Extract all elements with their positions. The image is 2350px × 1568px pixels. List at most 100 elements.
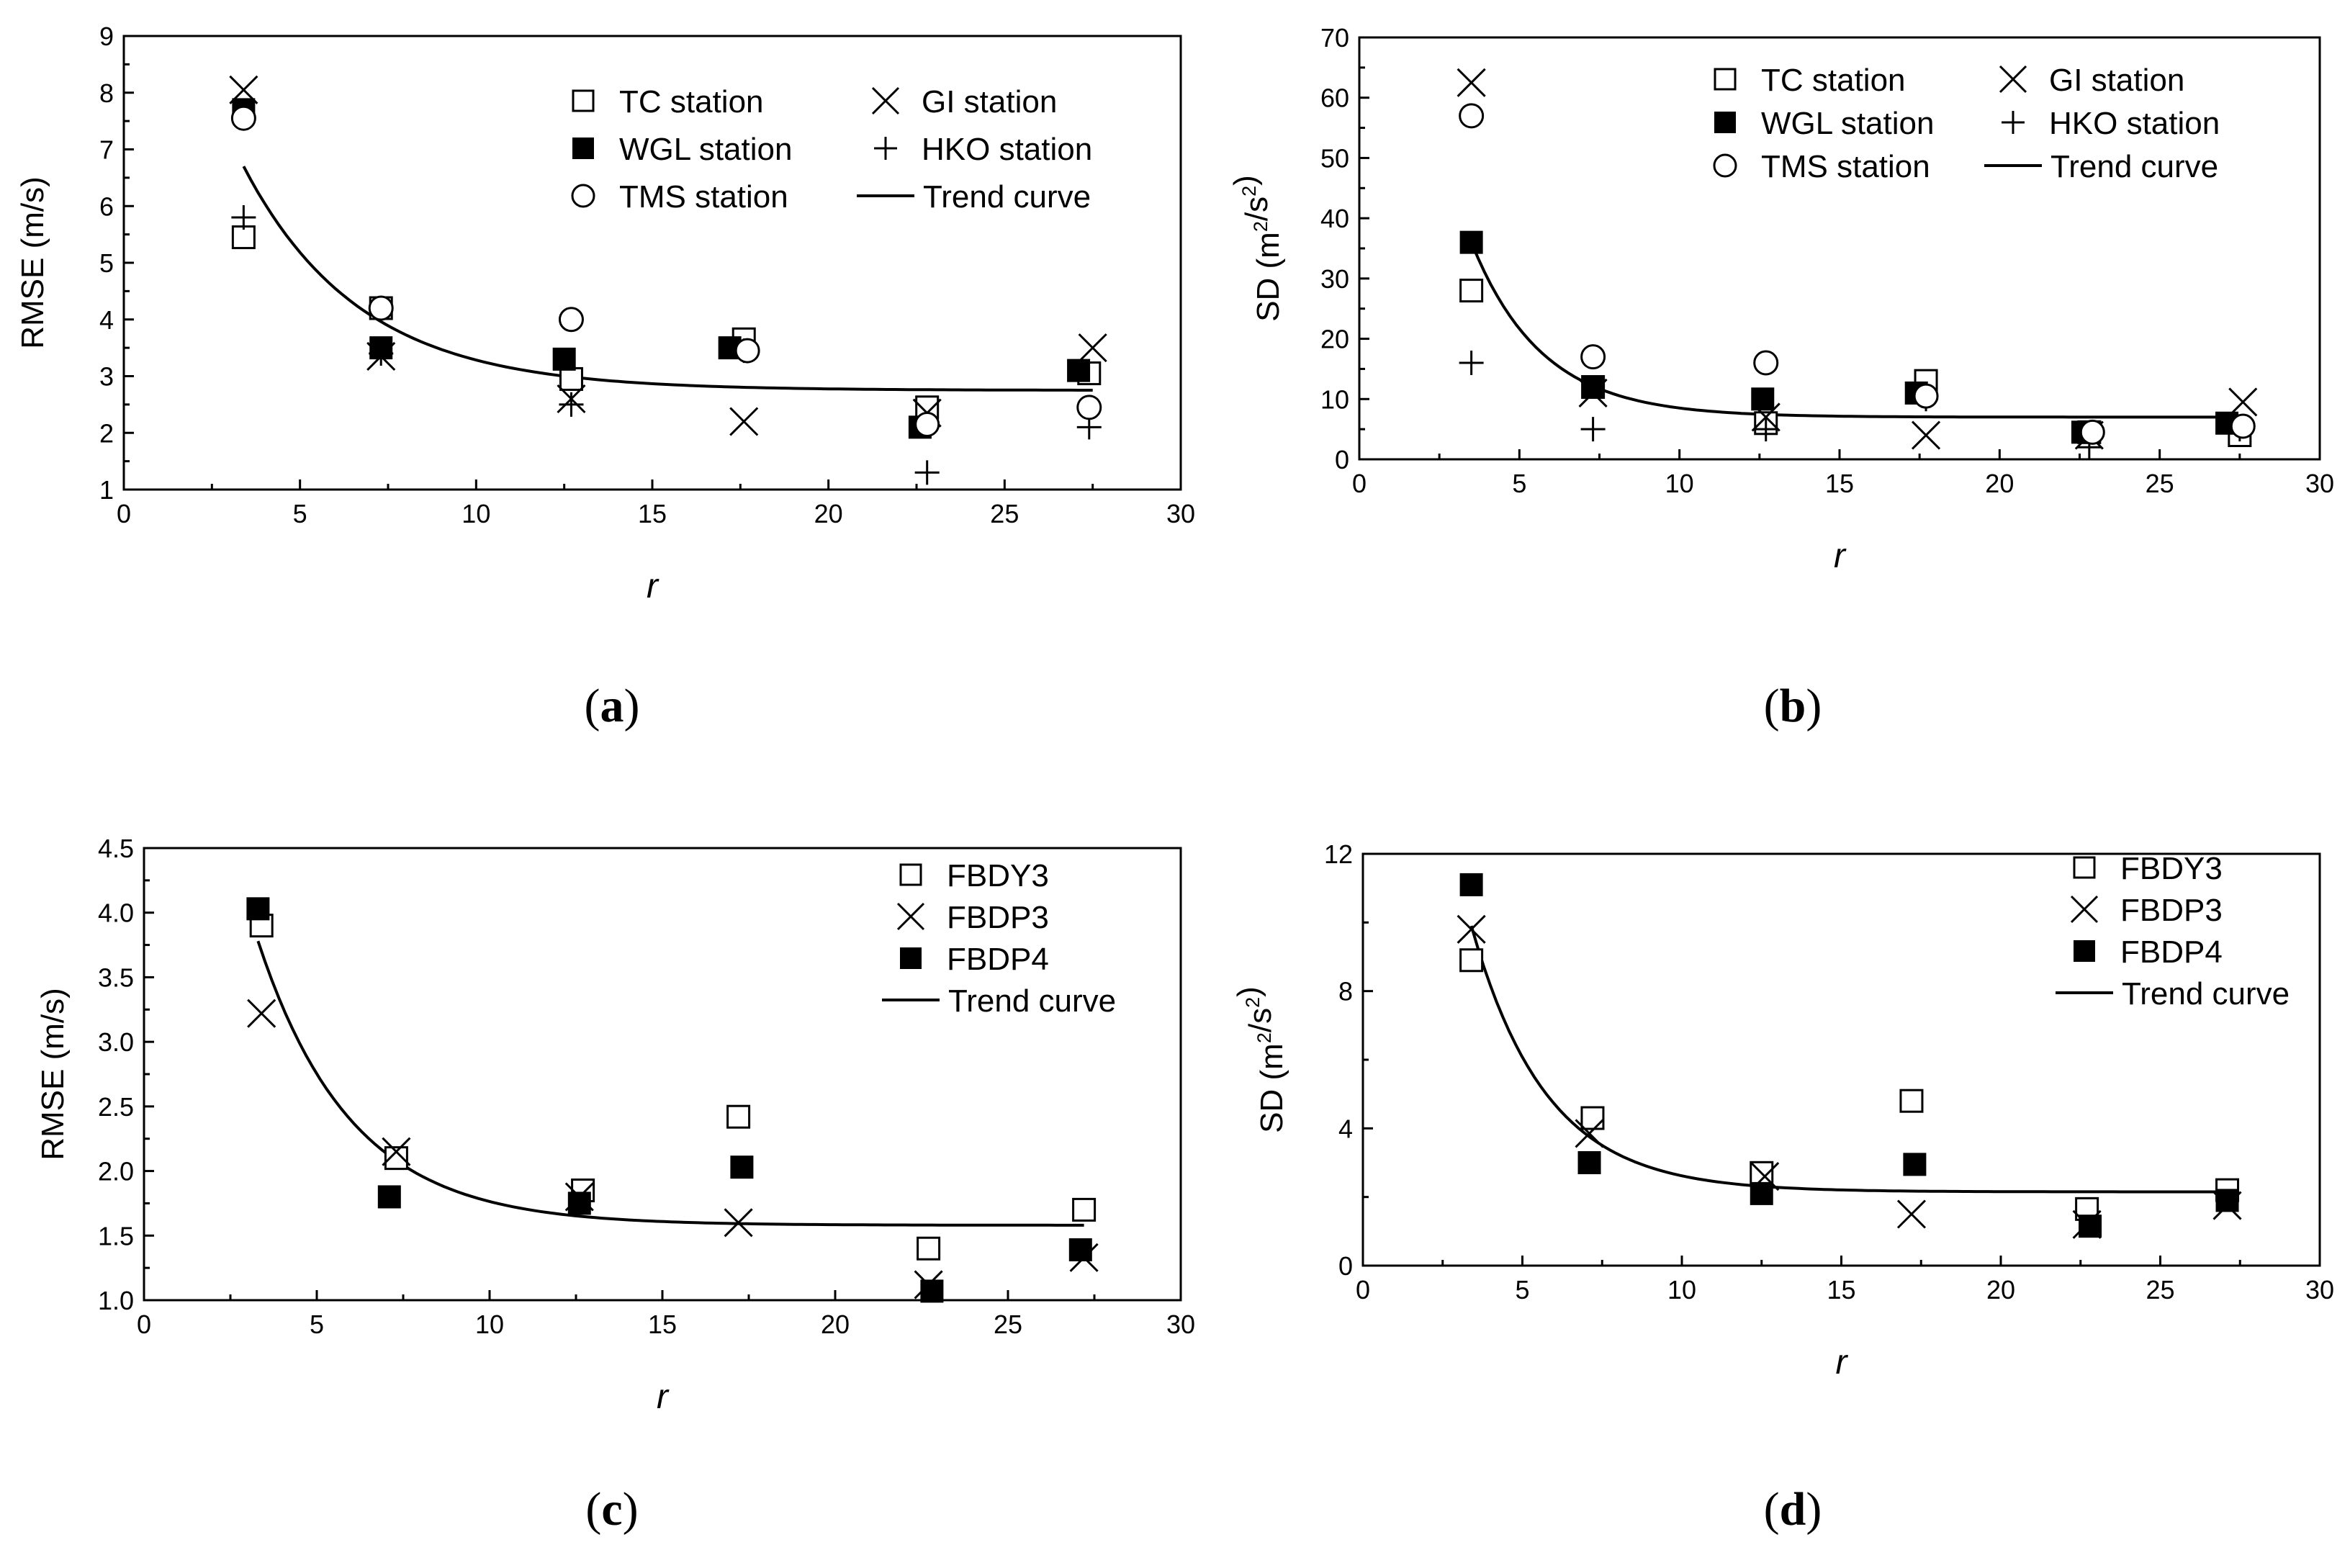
point-fbdp3 — [247, 999, 276, 1028]
legend-marker-gi-station — [1999, 65, 2027, 94]
panel-a: 0 5 10 15 20 25 30 1 2 3 4 5 6 7 8 9 r RMSE (m/s) TC stati… — [15, 22, 1195, 605]
point-tc-station — [231, 225, 256, 250]
y-tick-label: 10 — [1320, 384, 1349, 414]
point-gi-station — [2228, 387, 2258, 417]
legend-marker-fbdp3 — [896, 902, 925, 931]
y-tick-label: 0 — [1335, 445, 1349, 474]
legend-marker-wgl-station — [1714, 112, 1736, 133]
point-fbdp4 — [1903, 1153, 1927, 1176]
x-tick-label: 25 — [990, 499, 1019, 528]
y-tick-label: 4.0 — [98, 898, 134, 928]
legend-marker-tms-station — [1713, 153, 1737, 178]
y-axis-label: SD (m2/s2) — [1228, 175, 1286, 322]
legend-label-tms-station: TMS station — [1761, 149, 1930, 184]
point-fbdp3 — [382, 1137, 411, 1166]
x-tick-label: 10 — [462, 499, 490, 528]
point-hko-station — [1580, 417, 1606, 442]
y-tick-label: 7 — [99, 135, 114, 165]
x-tick-label: 0 — [137, 1310, 151, 1339]
legend-marker-tms-station — [571, 184, 595, 208]
x-tick-label: 10 — [1667, 1275, 1696, 1305]
x-tick-label: 15 — [1825, 469, 1854, 498]
x-tick-label: 0 — [117, 499, 131, 528]
point-tms-station — [914, 411, 940, 437]
x-tick-label: 15 — [638, 499, 667, 528]
point-hko-station — [1459, 351, 1484, 376]
point-tms-station — [1580, 344, 1606, 370]
y-axis-label: SD (m2/s2) — [1231, 986, 1289, 1133]
x-axis-label: r — [647, 567, 659, 605]
point-fbdp3 — [1457, 914, 1486, 944]
x-tick-label: 5 — [293, 499, 307, 528]
point-tms-station — [230, 105, 256, 131]
point-fbdp4 — [1068, 1238, 1092, 1262]
point-tms-station — [558, 307, 584, 333]
legend-label-trend-curve: Trend curve — [2050, 149, 2218, 184]
legend-label-fbdp4: FBDP4 — [947, 942, 1049, 977]
y-tick-label: 8 — [99, 78, 114, 108]
point-tms-station — [1753, 350, 1779, 376]
x-tick-label: 15 — [648, 1310, 677, 1339]
legend-label-fbdy3: FBDY3 — [947, 858, 1049, 893]
legend-label-fbdp3: FBDP3 — [947, 900, 1049, 935]
y-tick-label: 3.5 — [98, 963, 134, 992]
x-axis-label: r — [1836, 1343, 1849, 1382]
x-tick-label: 30 — [2305, 1275, 2334, 1305]
point-gi-station — [1457, 68, 1486, 97]
panel-label-b: (b) — [1764, 680, 1822, 732]
point-fbdp4 — [1750, 1181, 1773, 1205]
point-fbdy3 — [726, 1104, 751, 1129]
legend-label-gi-station: GI station — [2049, 63, 2184, 98]
y-axis-label: RMSE (m/s) — [15, 176, 50, 349]
point-tms-station — [2079, 419, 2105, 445]
legend-label-tms-station: TMS station — [619, 179, 788, 215]
x-tick-label: 30 — [1166, 1310, 1195, 1339]
point-wgl-station — [1067, 359, 1091, 382]
y-tick-label: 3.0 — [98, 1027, 134, 1057]
y-tick-label: 5 — [99, 248, 114, 278]
y-tick-label: 4 — [99, 305, 114, 335]
point-wgl-station — [1459, 230, 1483, 254]
x-tick-label: 5 — [1515, 1275, 1529, 1305]
point-tc-station — [559, 366, 583, 391]
point-fbdp4 — [920, 1279, 944, 1303]
legend-label-wgl-station: WGL station — [1761, 106, 1934, 141]
point-hko-station — [369, 341, 394, 366]
x-tick-label: 20 — [814, 499, 843, 528]
x-tick-label: 30 — [1166, 499, 1195, 528]
point-tc-station — [1459, 279, 1484, 303]
point-hko-station — [559, 392, 584, 417]
legend-marker-hko-station — [874, 137, 897, 160]
legend-label-fbdp4: FBDP4 — [2120, 934, 2223, 970]
legend-marker-hko-station — [2002, 111, 2025, 134]
x-tick-label: 10 — [1665, 469, 1694, 498]
y-tick-label: 0 — [1338, 1251, 1353, 1281]
x-tick-label: 20 — [1986, 1275, 2015, 1305]
y-tick-label: 3 — [99, 362, 114, 392]
y-tick-label: 1.5 — [98, 1221, 134, 1251]
x-tick-label: 15 — [1827, 1275, 1855, 1305]
legend-label-hko-station: HKO station — [2049, 106, 2220, 141]
point-wgl-station — [1751, 387, 1775, 411]
point-tms-station — [1459, 103, 1485, 129]
point-wgl-station — [1581, 375, 1605, 399]
panel-label-c: (c) — [585, 1483, 638, 1536]
y-tick-label: 1 — [99, 475, 114, 505]
y-tick-label: 2 — [99, 418, 114, 448]
y-tick-label: 8 — [1338, 977, 1353, 1006]
legend-marker-fbdp4 — [900, 947, 922, 969]
x-tick-label: 5 — [310, 1310, 324, 1339]
point-gi-station — [1078, 333, 1107, 363]
y-tick-label: 12 — [1324, 839, 1353, 869]
y-tick-label: 50 — [1320, 143, 1349, 173]
point-fbdp3 — [1575, 1119, 1604, 1148]
point-hko-station — [914, 460, 940, 485]
x-tick-label: 20 — [1985, 469, 2014, 498]
point-tms-station — [2230, 413, 2256, 439]
point-wgl-station — [552, 347, 576, 371]
point-tms-station — [1076, 395, 1102, 420]
y-tick-label: 60 — [1320, 84, 1349, 113]
point-tms-station — [1913, 383, 1939, 409]
y-tick-label: 9 — [99, 22, 114, 51]
legend-marker-fbdy3 — [899, 863, 922, 886]
